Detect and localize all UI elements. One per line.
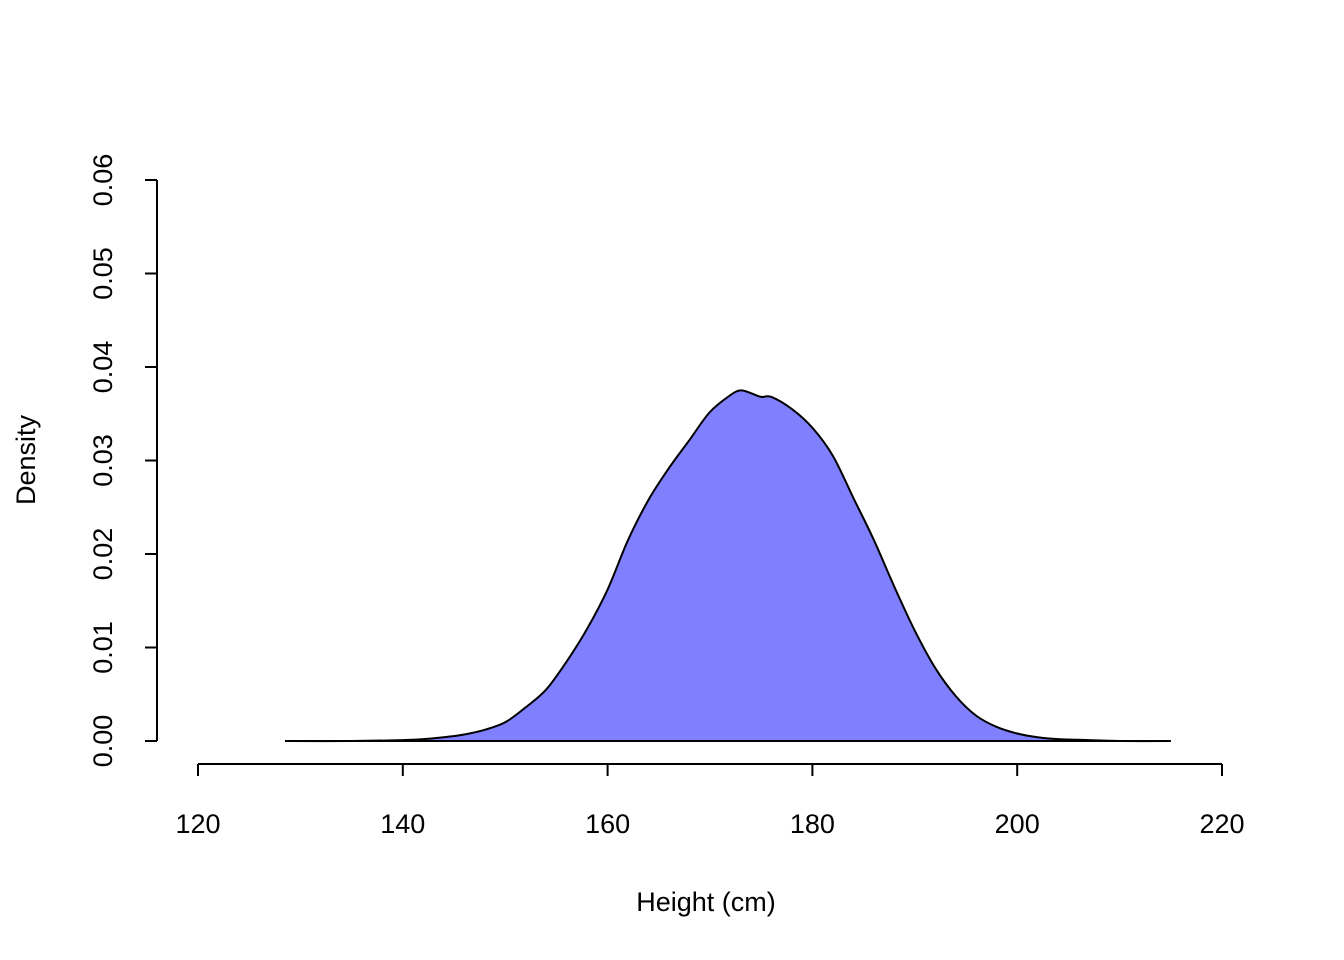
y-tick-label: 0.02: [88, 528, 118, 581]
y-tick-label: 0.06: [88, 154, 118, 207]
y-axis-title: Density: [11, 414, 41, 505]
x-axis-title: Height (cm): [636, 887, 776, 917]
y-tick-label: 0.00: [88, 715, 118, 768]
x-tick-label: 120: [175, 809, 220, 839]
x-tick-label: 200: [995, 809, 1040, 839]
y-tick-label: 0.01: [88, 621, 118, 674]
x-tick-label: 160: [585, 809, 630, 839]
density-line: [285, 389, 1171, 743]
density-area: [285, 390, 1171, 742]
x-tick-label: 180: [790, 809, 835, 839]
plot-area: [285, 389, 1171, 743]
y-tick-label: 0.05: [88, 247, 118, 300]
y-tick-label: 0.03: [88, 434, 118, 487]
x-tick-label: 140: [380, 809, 425, 839]
y-tick-label: 0.04: [88, 341, 118, 394]
axes: 120 140 160 180 200 220 0.00 0.01 0.02 0.03 0.04 0.…: [88, 154, 1245, 839]
x-tick-label: 220: [1199, 809, 1244, 839]
